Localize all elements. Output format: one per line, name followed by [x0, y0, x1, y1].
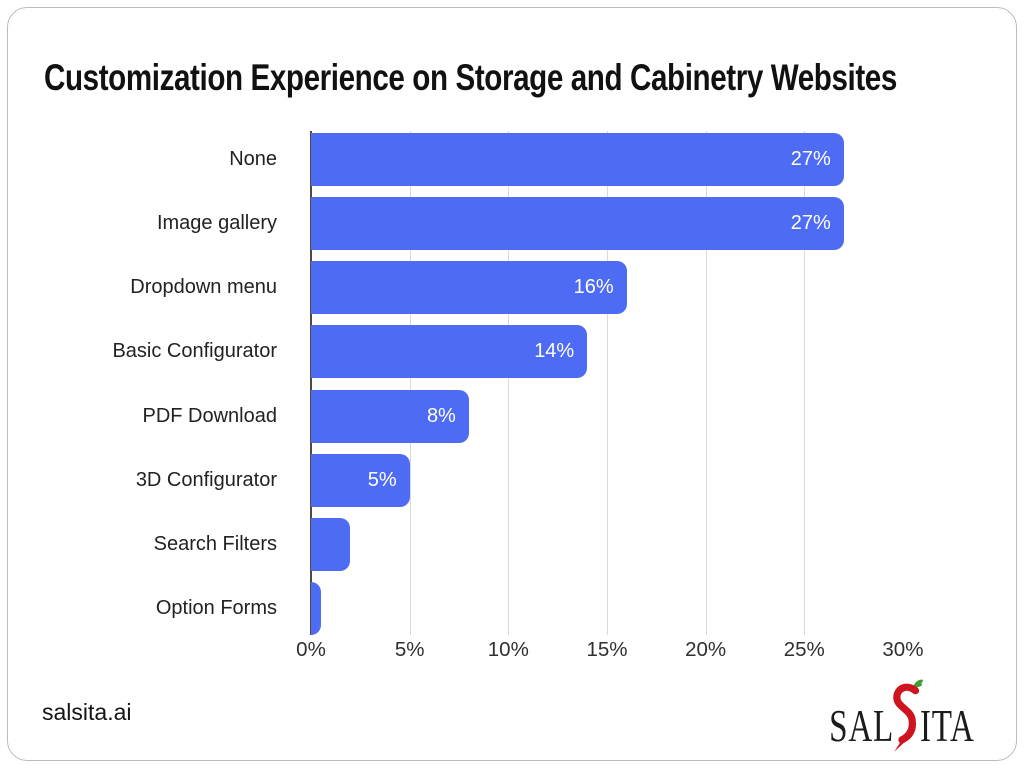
- bar-value-label: 16%: [573, 276, 614, 299]
- category-label: Search Filters: [153, 532, 277, 555]
- bar-7: [311, 581, 321, 635]
- chili-pepper-s-icon: [893, 679, 924, 752]
- bar-5: 5%: [311, 453, 410, 507]
- bar-6: [311, 517, 351, 571]
- bar-value-label: 8%: [426, 404, 456, 427]
- bar-value-label: 27%: [790, 148, 831, 170]
- x-axis: 0% 5% 10% 15% 20% 25% 30%: [296, 638, 971, 666]
- x-tick-label: 5%: [394, 638, 425, 661]
- bar-value-label: 27%: [790, 212, 831, 235]
- bar-0: 27%: [311, 133, 844, 186]
- x-tick-label: 15%: [586, 638, 628, 661]
- bar-value-label: 14%: [534, 340, 575, 363]
- x-tick-label: 30%: [882, 638, 924, 661]
- zero-axis-line: [310, 131, 312, 635]
- category-label: Option Forms: [155, 596, 277, 619]
- chart-title: Customization Experience on Storage and …: [44, 57, 897, 98]
- category-axis: None Image gallery Dropdown menu Basic Conf…: [38, 131, 277, 635]
- bar-1: 27%: [311, 197, 844, 251]
- category-label: 3D Configurator: [135, 468, 277, 491]
- salsita-logo: SAL ITA: [804, 678, 996, 756]
- category-label: Image gallery: [156, 212, 277, 235]
- website-url: salsita.ai: [42, 699, 132, 725]
- logo-text-ita: ITA: [920, 700, 975, 751]
- category-label: None: [229, 148, 277, 170]
- category-label: Dropdown menu: [130, 276, 277, 299]
- x-tick-label: 20%: [685, 638, 727, 661]
- gridline-10pct: [508, 131, 510, 635]
- bar-4: 8%: [311, 389, 469, 443]
- gridline-25pct: [804, 131, 806, 635]
- bar-value-label: 5%: [367, 468, 397, 491]
- gridline-15pct: [606, 131, 608, 635]
- x-tick-label: 10%: [487, 638, 529, 661]
- gridline-20pct: [705, 131, 707, 635]
- bar-2: 16%: [311, 261, 627, 315]
- logo-text-sal: SAL: [829, 700, 895, 751]
- x-tick-label: 0%: [296, 638, 326, 661]
- bar-3: 14%: [311, 325, 588, 379]
- plot-area: 27% 27% 16% 14% 8% 5%: [310, 131, 971, 635]
- category-label: PDF Download: [142, 404, 277, 427]
- gridline-5pct: [409, 131, 411, 635]
- category-label: Basic Configurator: [112, 340, 277, 363]
- x-tick-label: 25%: [783, 638, 825, 661]
